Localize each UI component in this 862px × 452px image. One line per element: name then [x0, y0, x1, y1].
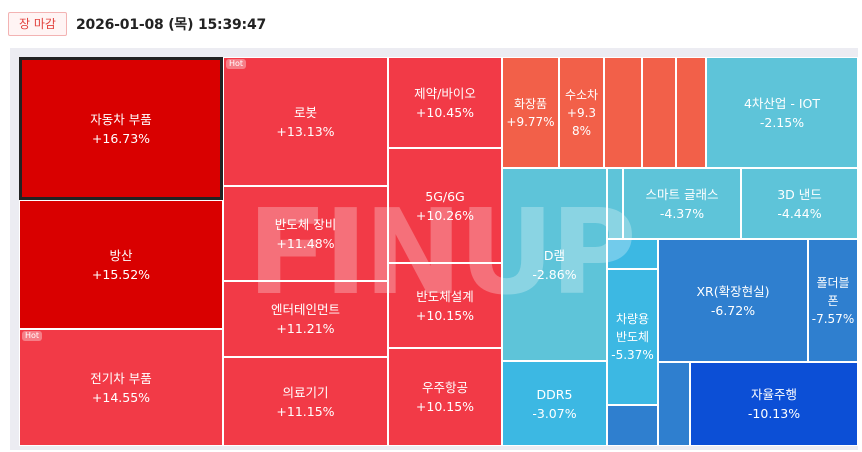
- treemap-tile[interactable]: Hot 로봇 +13.13%: [223, 57, 388, 186]
- treemap-tile[interactable]: [658, 362, 690, 446]
- treemap-tile[interactable]: 차량용 반도체 -5.37%: [607, 269, 658, 405]
- sector-change: -7.57%: [811, 311, 855, 326]
- treemap-tile[interactable]: 제약/바이오 +10.45%: [388, 57, 502, 148]
- sector-change: -10.13%: [747, 406, 801, 421]
- sector-name: 수소차: [564, 87, 599, 102]
- treemap-tile[interactable]: XR(확장현실) -6.72%: [658, 239, 808, 362]
- sector-change: -5.37%: [611, 348, 654, 362]
- hot-tag: Hot: [22, 331, 43, 341]
- treemap-tile[interactable]: 우주항공 +10.15%: [388, 348, 502, 446]
- sector-name: 반도체설계: [416, 288, 474, 304]
- treemap-tile[interactable]: 반도체설계 +10.15%: [388, 263, 502, 348]
- sector-change: -2.15%: [759, 114, 805, 130]
- treemap-tile[interactable]: D램 -2.86%: [502, 168, 607, 361]
- sector-name: 스마트 글래스: [645, 186, 719, 202]
- sector-change: +11.21%: [276, 321, 335, 336]
- treemap-tile[interactable]: DDR5 -3.07%: [502, 361, 607, 446]
- sector-name: 4차산업 - IOT: [743, 95, 821, 111]
- treemap-tile[interactable]: 5G/6G +10.26%: [388, 148, 502, 263]
- treemap-tile[interactable]: 방산 +15.52%: [19, 200, 223, 329]
- market-timestamp: 2026-01-08 (목) 15:39:47: [76, 17, 267, 33]
- sector-name: 전기차 부품: [90, 370, 152, 386]
- sector-change: +11.15%: [276, 403, 335, 419]
- sector-change: -4.44%: [777, 205, 822, 221]
- sector-name: D램: [543, 247, 566, 263]
- header-bar: 장 마감 2026-01-08 (목) 15:39:47: [0, 0, 862, 48]
- treemap-tile[interactable]: 화장품 +9.77%: [502, 57, 559, 168]
- treemap-tile[interactable]: [607, 168, 623, 239]
- treemap-tile[interactable]: 반도체 장비 +11.48%: [223, 186, 388, 281]
- sector-name: 제약/바이오: [414, 85, 476, 101]
- sector-change: +14.55%: [91, 389, 151, 405]
- sector-name: 화장품: [513, 96, 548, 111]
- sector-change: +15.52%: [91, 266, 151, 282]
- treemap-tile[interactable]: [642, 57, 676, 168]
- treemap-tile[interactable]: 자동차 부품 +16.73%: [19, 57, 223, 200]
- sector-change: +11.48%: [276, 235, 335, 251]
- sector-change: -6.72%: [710, 302, 756, 318]
- treemap-tile[interactable]: 엔터테인먼트 +11.21%: [223, 281, 388, 357]
- sector-change: +10.15%: [415, 399, 475, 414]
- sector-change: +10.15%: [415, 307, 475, 323]
- sector-change: +13.13%: [276, 123, 335, 139]
- sector-name: 차량용 반도체: [615, 312, 650, 344]
- sector-name: 방산: [109, 247, 133, 263]
- sector-change: +9.38%: [566, 105, 597, 138]
- sector-name: 의료기기: [282, 384, 329, 400]
- sector-change: +10.26%: [415, 207, 475, 223]
- treemap-tile[interactable]: 수소차 +9.38%: [559, 57, 604, 168]
- sector-name: XR(확장현실): [696, 283, 770, 299]
- sector-name: 반도체 장비: [274, 216, 337, 232]
- treemap-tile[interactable]: [607, 405, 658, 446]
- sector-change: +9.77%: [506, 114, 555, 129]
- sector-change: -3.07%: [532, 405, 577, 421]
- sector-name: 자동차 부품: [90, 111, 152, 127]
- treemap-tile[interactable]: [607, 239, 658, 269]
- sector-name: 자율주행: [750, 387, 797, 402]
- sector-change: -2.86%: [532, 266, 577, 282]
- sector-name: 5G/6G: [425, 188, 465, 204]
- treemap-tile[interactable]: 스마트 글래스 -4.37%: [623, 168, 741, 239]
- treemap-tile[interactable]: 의료기기 +11.15%: [223, 357, 388, 446]
- sector-change: -4.37%: [659, 205, 705, 221]
- treemap-tile[interactable]: [676, 57, 706, 168]
- sector-name: 폴더블폰: [816, 275, 850, 308]
- market-status-badge: 장 마감: [8, 12, 67, 36]
- hot-tag: Hot: [226, 59, 247, 69]
- treemap-tile[interactable]: 폴더블폰 -7.57%: [808, 239, 858, 362]
- treemap-tile[interactable]: 4차산업 - IOT -2.15%: [706, 57, 858, 168]
- sector-name: 우주항공: [421, 380, 468, 395]
- treemap-tile[interactable]: 자율주행 -10.13%: [690, 362, 858, 446]
- sector-name: 로봇: [293, 104, 317, 120]
- sector-name: 엔터테인먼트: [270, 302, 340, 317]
- sector-name: DDR5: [536, 386, 573, 402]
- treemap-tile[interactable]: 3D 낸드 -4.44%: [741, 168, 858, 239]
- sector-change: +10.45%: [415, 104, 475, 120]
- sector-change: +16.73%: [91, 130, 151, 146]
- treemap-tile[interactable]: Hot 전기차 부품 +14.55%: [19, 329, 223, 446]
- sector-name: 3D 낸드: [777, 186, 822, 202]
- treemap-tile[interactable]: [604, 57, 642, 168]
